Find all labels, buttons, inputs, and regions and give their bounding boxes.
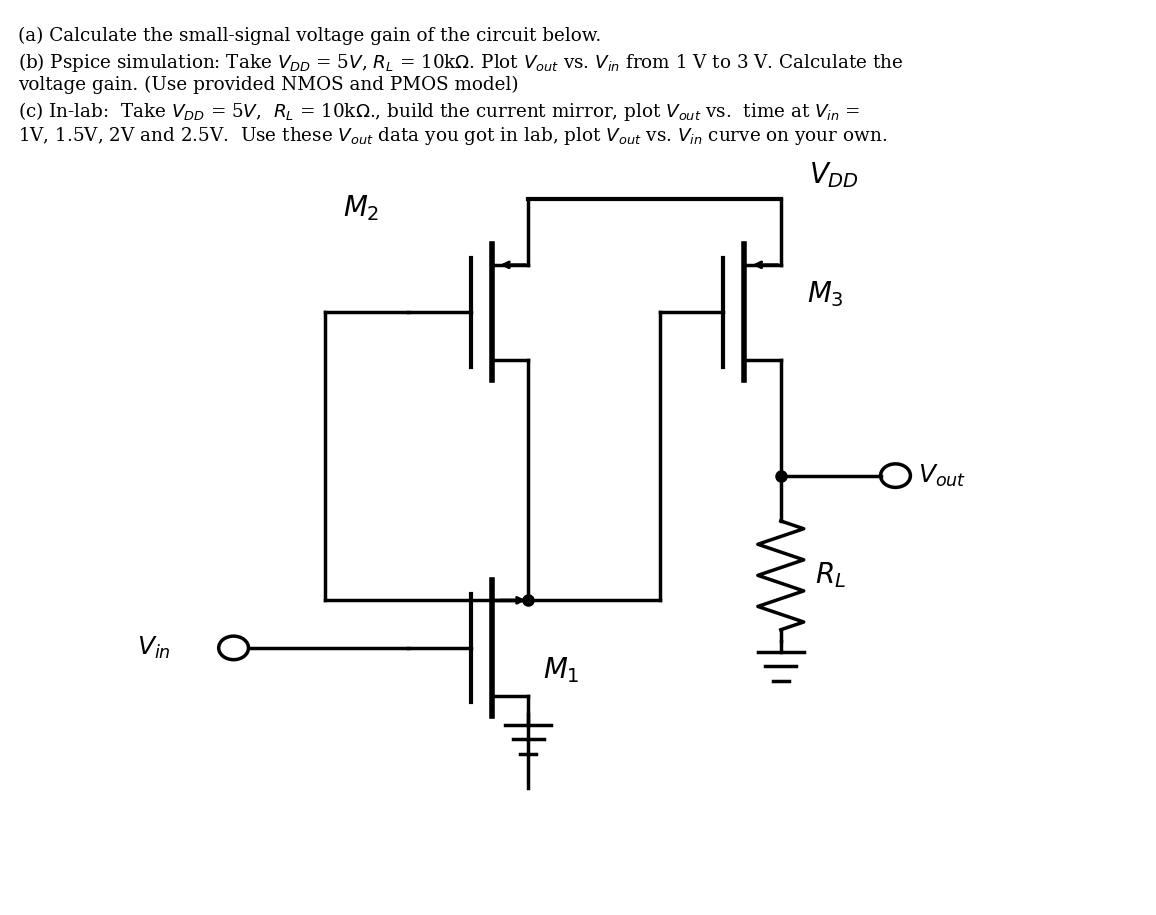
Text: $\mathit{M_2}$: $\mathit{M_2}$ (342, 193, 379, 223)
Text: $\mathit{V_{in}}$: $\mathit{V_{in}}$ (136, 635, 170, 661)
Text: $\mathit{V_{DD}}$: $\mathit{V_{DD}}$ (809, 160, 859, 190)
Text: (a) Calculate the small-signal voltage gain of the circuit below.: (a) Calculate the small-signal voltage g… (18, 27, 601, 45)
Text: 1V, 1.5V, 2V and 2.5V.  Use these $V_{out}$ data you got in lab, plot $V_{out}$ : 1V, 1.5V, 2V and 2.5V. Use these $V_{out… (18, 124, 887, 146)
Text: voltage gain. (Use provided NMOS and PMOS model): voltage gain. (Use provided NMOS and PMO… (18, 76, 519, 94)
Text: (c) In-lab:  Take $V_{DD}$ = 5$V$,  $R_L$ = 10k$\Omega$., build the current mirr: (c) In-lab: Take $V_{DD}$ = 5$V$, $R_L$ … (18, 101, 860, 124)
Text: $\mathit{M_3}$: $\mathit{M_3}$ (807, 279, 844, 309)
Text: $\mathit{V_{out}}$: $\mathit{V_{out}}$ (918, 463, 966, 489)
Text: $\mathit{M_1}$: $\mathit{M_1}$ (543, 656, 580, 685)
Text: $\mathit{R_L}$: $\mathit{R_L}$ (815, 561, 846, 590)
Text: (b) Pspice simulation: Take $V_{DD}$ = 5$V$, $R_L$ = 10k$\Omega$. Plot $V_{out}$: (b) Pspice simulation: Take $V_{DD}$ = 5… (18, 51, 904, 74)
